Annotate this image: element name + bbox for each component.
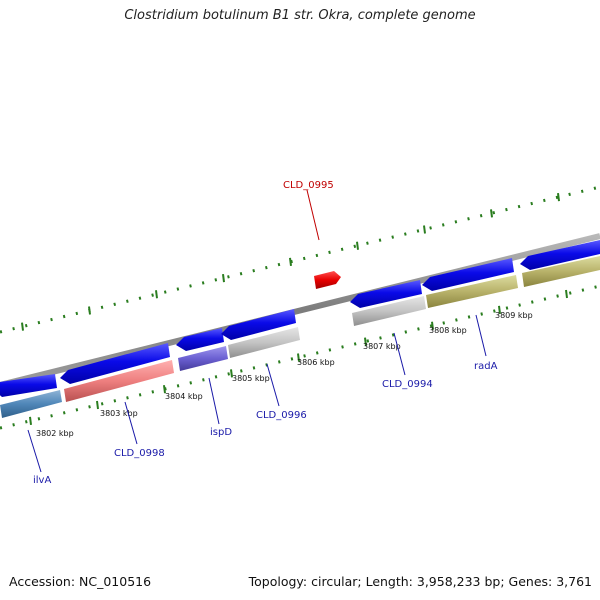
gene-label-cld0994[interactable]: CLD_0994: [382, 379, 433, 390]
inner-major-tick: [163, 385, 166, 394]
outer-major-tick: [222, 273, 225, 283]
kbp-label: 3805 kbp: [232, 374, 270, 383]
cds-arrow[interactable]: [520, 240, 600, 270]
gene-label-cld0996[interactable]: CLD_0996: [256, 410, 307, 421]
inner-major-tick: [230, 369, 233, 378]
kbp-label: 3809 kbp: [495, 311, 533, 320]
outer-major-tick: [423, 225, 426, 234]
gene-bar-row: [0, 256, 600, 418]
kbp-label-group: 3802 kbp 3803 kbp 3804 kbp 3805 kbp 3806 kbp…: [36, 311, 533, 438]
inner-major-tick: [565, 289, 568, 299]
cds-arrow[interactable]: [221, 309, 296, 340]
leader-ilva: [27, 429, 42, 473]
outer-major-tick: [490, 209, 493, 218]
gene-label-cld0995[interactable]: CLD_0995: [283, 180, 334, 191]
kbp-label: 3804 kbp: [165, 392, 203, 401]
leader-cld0995: [306, 189, 320, 241]
leader-rada: [475, 314, 487, 357]
cds-arrow[interactable]: [0, 374, 57, 397]
gene-bar-cld0994[interactable]: [352, 296, 426, 326]
outer-major-tick: [21, 322, 24, 331]
inner-major-tick: [96, 400, 99, 410]
inner-major-tick: [498, 305, 501, 315]
cds-feature-cld0995[interactable]: [314, 271, 341, 289]
leader-cld0998: [124, 401, 138, 445]
kbp-label: 3807 kbp: [363, 342, 401, 351]
cds-arrow[interactable]: [60, 343, 170, 384]
cds-arrow[interactable]: [350, 280, 422, 308]
gene-label-ilva[interactable]: ilvA: [33, 475, 51, 486]
outer-major-tick: [557, 193, 560, 202]
leader-cld0994: [393, 332, 406, 376]
kbp-label: 3802 kbp: [36, 429, 74, 438]
gene-bar-ilva[interactable]: [0, 390, 62, 418]
outer-major-tick: [155, 290, 158, 299]
leader-cld0996: [266, 363, 280, 407]
leader-ispd: [208, 377, 220, 425]
kbp-label: 3808 kbp: [429, 326, 467, 335]
cds-arrow[interactable]: [422, 258, 514, 291]
inner-major-tick: [297, 353, 300, 362]
kbp-label: 3806 kbp: [297, 358, 335, 367]
gene-labels: CLD_0995 ilvA CLD_0998 ispD CLD_0996 CLD…: [33, 180, 498, 486]
gene-label-ispd[interactable]: ispD: [210, 427, 232, 438]
outer-major-tick: [356, 241, 359, 250]
gene-label-rada[interactable]: radA: [474, 361, 498, 372]
gene-bar-rada[interactable]: [426, 275, 518, 308]
inner-major-tick: [29, 416, 32, 426]
cds-arrow-row: [0, 240, 600, 397]
cds-arrow[interactable]: [176, 328, 224, 351]
gene-bar-next[interactable]: [522, 256, 600, 287]
outer-major-ticks: [21, 193, 560, 331]
map-title: Clostridium botulinum B1 str. Okra, comp…: [124, 8, 476, 23]
outer-major-tick: [289, 257, 292, 267]
accession-label: Accession: NC_010516: [9, 574, 152, 589]
kbp-label: 3803 kbp: [100, 409, 138, 418]
gene-leaders: [27, 189, 487, 473]
inner-major-tick: [431, 321, 434, 330]
gene-bar-ispd[interactable]: [178, 346, 228, 371]
outer-major-tick: [88, 306, 91, 315]
inner-major-ticks: [29, 289, 568, 426]
inner-major-tick: [364, 337, 367, 346]
gene-bar-cld0996[interactable]: [228, 327, 300, 358]
topology-summary: Topology: circular; Length: 3,958,233 bp…: [248, 574, 592, 589]
gene-bar-cld0998[interactable]: [64, 360, 174, 402]
gene-label-cld0998[interactable]: CLD_0998: [114, 448, 165, 459]
